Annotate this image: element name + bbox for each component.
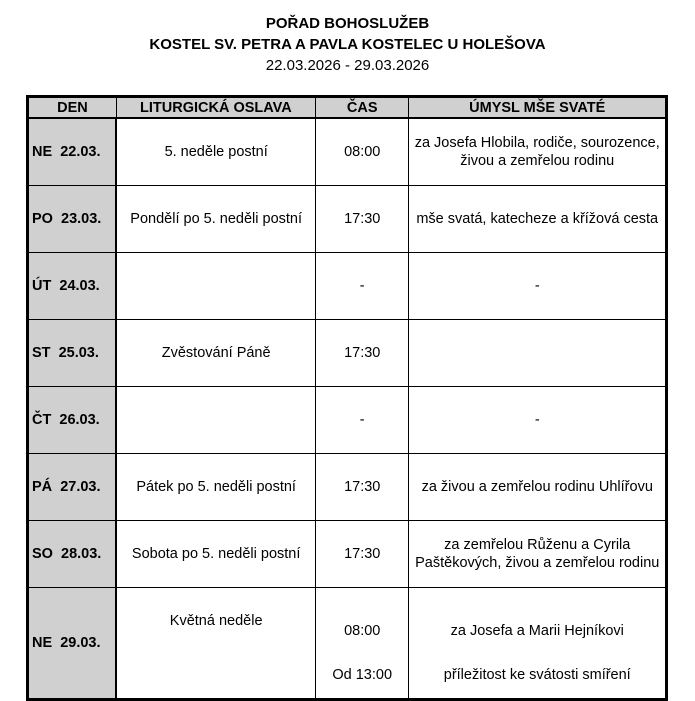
- schedule-table: DEN LITURGICKÁ OSLAVA ČAS ÚMYSL MŠE SVAT…: [26, 95, 668, 701]
- date-range: 22.03.2026 - 29.03.2026: [265, 57, 430, 74]
- time-cell: 17:30: [314, 185, 410, 253]
- day-cell: ČT 26.03.: [27, 386, 118, 454]
- time-value: 08:00: [344, 623, 381, 639]
- table-row: PO 23.03. Pondělí po 5. neděli postní 17:3…: [27, 185, 667, 253]
- intention-value: za Josefa a Marii Hejníkovi: [450, 623, 624, 639]
- table-row: NE 22.03. 5. neděle postní 08:00 za Josefa …: [27, 117, 667, 186]
- celebration-cell: Pátek po 5. neděli postní: [115, 453, 316, 521]
- table-row: ÚT 24.03. - -: [27, 252, 667, 320]
- table-header-row: DEN LITURGICKÁ OSLAVA ČAS ÚMYSL MŠE SVAT…: [27, 96, 667, 119]
- church-name: KOSTEL SV. PETRA A PAVLA KOSTELEC U HOLE…: [149, 36, 546, 53]
- day-cell: ST 25.03.: [27, 319, 118, 387]
- table-row: SO 28.03. Sobota po 5. neděli postní 17:30…: [27, 520, 667, 588]
- intention-value: příležitost ke svátosti smíření: [443, 667, 631, 683]
- day-cell: PO 23.03.: [27, 185, 118, 253]
- time-cell: 08:00: [314, 117, 410, 186]
- day-cell: NE 29.03.: [27, 587, 118, 700]
- column-header-time: ČAS: [314, 96, 410, 119]
- time-cell: -: [314, 386, 410, 454]
- day-cell: SO 28.03.: [27, 520, 118, 588]
- column-header-intention: ÚMYSL MŠE SVATÉ: [408, 96, 667, 119]
- time-cell: 17:30: [314, 453, 410, 521]
- time-cell: 17:30: [314, 520, 410, 588]
- celebration-cell: Zvěstování Páně: [115, 319, 316, 387]
- day-cell: NE 22.03.: [27, 117, 118, 186]
- document-title: POŘAD BOHOSLUŽEB: [265, 15, 430, 32]
- time-cell: -: [314, 252, 410, 320]
- celebration-cell: Sobota po 5. neděli postní: [115, 520, 316, 588]
- celebration-cell: 5. neděle postní: [115, 117, 316, 186]
- table-row: PÁ 27.03. Pátek po 5. neděli postní 17:30 z…: [27, 453, 667, 521]
- day-cell: PÁ 27.03.: [27, 453, 118, 521]
- celebration-cell: Květná neděle: [115, 587, 316, 700]
- day-cell: ÚT 24.03.: [27, 252, 118, 320]
- intention-cell: za živou a zemřelou rodinu Uhlířovu: [408, 453, 667, 521]
- celebration-cell: [115, 252, 316, 320]
- intention-cell: za Josefa Hlobila, rodiče, sourozence, ž…: [408, 117, 667, 186]
- time-value: Od 13:00: [332, 667, 393, 683]
- table-row: NE 29.03. Květná neděle 08:00 Od 13:00 z…: [27, 587, 667, 700]
- intention-cell: za zemřelou Růženu a Cyrila Paštěkových,…: [408, 520, 667, 588]
- celebration-cell: [115, 386, 316, 454]
- intention-cell: -: [408, 252, 667, 320]
- column-header-celebration: LITURGICKÁ OSLAVA: [115, 96, 316, 119]
- column-header-day: DEN: [27, 96, 117, 119]
- time-cell: 08:00 Od 13:00: [314, 587, 410, 700]
- intention-cell: [408, 319, 667, 387]
- celebration-cell: Pondělí po 5. neděli postní: [115, 185, 316, 253]
- time-cell: 17:30: [314, 319, 410, 387]
- intention-cell: za Josefa a Marii Hejníkovi příležitost …: [408, 587, 667, 700]
- table-row: ČT 26.03. - -: [27, 386, 667, 454]
- intention-cell: -: [408, 386, 667, 454]
- table-row: ST 25.03. Zvěstování Páně 17:30: [27, 319, 667, 387]
- intention-cell: mše svatá, katecheze a křížová cesta: [408, 185, 667, 253]
